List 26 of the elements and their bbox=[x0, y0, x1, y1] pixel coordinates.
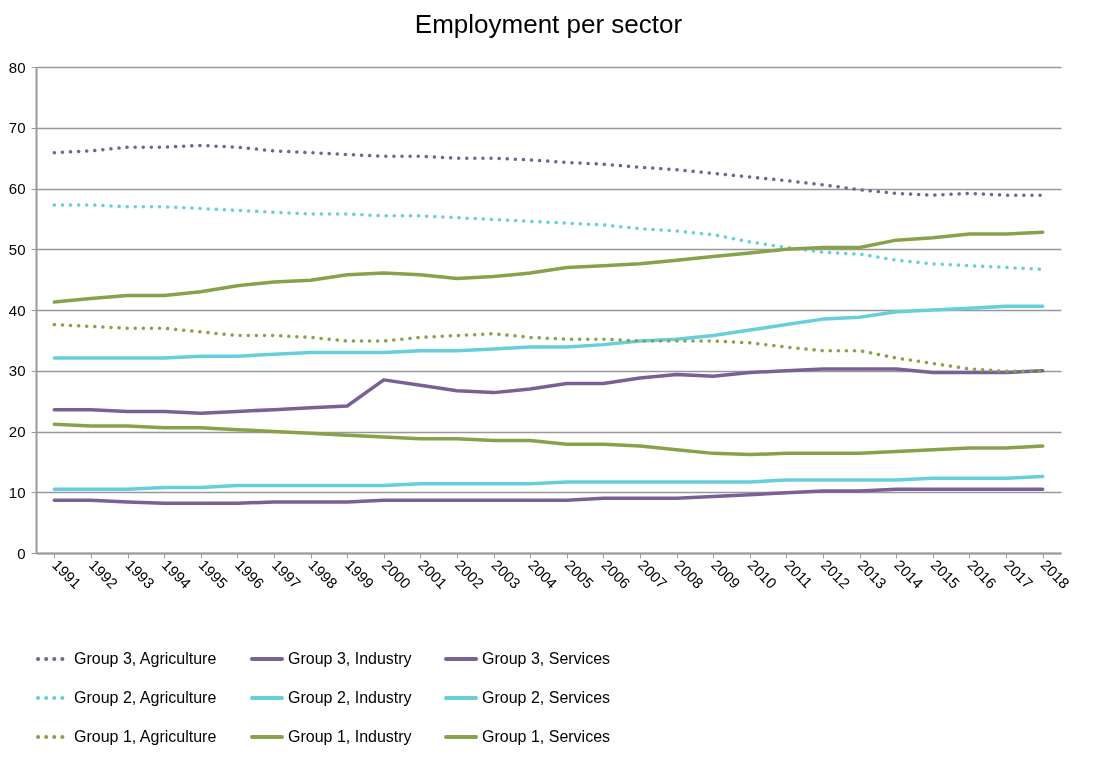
legend-label: Group 2, Agriculture bbox=[74, 689, 217, 706]
y-tick-label: 10 bbox=[8, 483, 26, 501]
chart-title: Employment per sector bbox=[414, 9, 683, 39]
y-tick-label: 60 bbox=[8, 180, 26, 197]
y-tick-label: 50 bbox=[8, 240, 26, 258]
line-series bbox=[52, 422, 1045, 457]
y-tick-label: 70 bbox=[8, 119, 26, 137]
line-series bbox=[52, 367, 1045, 416]
line-series bbox=[52, 304, 1045, 360]
line-series bbox=[52, 230, 1045, 304]
legend-label: Group 3, Industry bbox=[288, 650, 412, 667]
legend-label: Group 1, Services bbox=[482, 728, 611, 745]
y-tick-label: 30 bbox=[8, 362, 26, 380]
legend-label: Group 3, Services bbox=[482, 650, 611, 667]
legend-label: Group 1, Industry bbox=[288, 728, 412, 745]
line-series bbox=[52, 474, 1045, 491]
y-tick-label: 20 bbox=[8, 423, 26, 440]
line-series bbox=[52, 487, 1045, 505]
y-tick-label: 80 bbox=[8, 58, 26, 76]
legend-label: Group 3, Agriculture bbox=[74, 650, 217, 667]
legend-label: Group 2, Services bbox=[482, 689, 611, 706]
y-tick-label: 0 bbox=[17, 544, 26, 562]
line-series bbox=[52, 143, 1045, 197]
legend-label: Group 2, Industry bbox=[288, 689, 412, 706]
y-tick-label: 40 bbox=[8, 301, 26, 319]
legend-label: Group 1, Agriculture bbox=[74, 728, 217, 745]
